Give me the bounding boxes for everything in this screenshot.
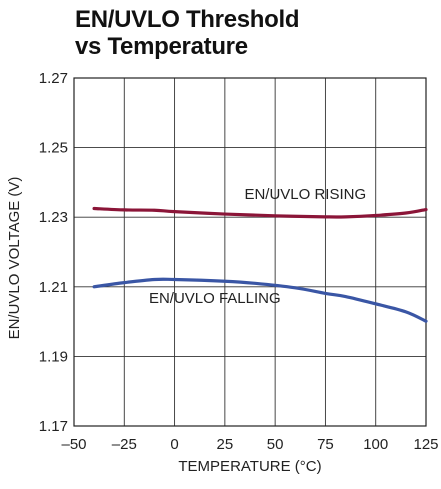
x-tick-label: –50: [61, 436, 86, 453]
x-tick-label: 100: [363, 436, 388, 453]
series-line-en-uvlo-falling: [92, 277, 428, 323]
annotations: EN/UVLO RISING EN/UVLO FALLING: [149, 186, 366, 307]
y-tick-labels: 1.17 1.19 1.21 1.23 1.25 1.27: [39, 70, 68, 435]
x-tick-label: 50: [267, 436, 284, 453]
x-tick-label: 0: [170, 436, 178, 453]
gridlines: [74, 78, 426, 426]
y-tick-label: 1.27: [39, 70, 68, 87]
y-tick-label: 1.21: [39, 279, 68, 296]
y-tick-label: 1.23: [39, 209, 68, 226]
chart-title-line-2: vs Temperature: [75, 33, 248, 60]
chart-title-line-1: EN/UVLO Threshold: [75, 6, 300, 33]
plot-frame: [73, 77, 427, 427]
y-tick-label: 1.17: [39, 418, 68, 435]
series-annotation: EN/UVLO RISING: [244, 186, 366, 203]
x-tick-label: 75: [317, 436, 334, 453]
y-tick-label: 1.25: [39, 140, 68, 157]
x-tick-label: 125: [413, 436, 438, 453]
y-tick-label: 1.19: [39, 348, 68, 365]
chart-title: EN/UVLO Threshold vs Temperature: [75, 6, 300, 60]
x-tick-label: –25: [112, 436, 137, 453]
series-line-en-uvlo-rising: [92, 206, 428, 219]
x-tick-label: 25: [217, 436, 234, 453]
series-annotation: EN/UVLO FALLING: [149, 290, 281, 307]
series-layer: [92, 206, 428, 323]
y-axis-title: EN/UVLO VOLTAGE (V): [6, 177, 23, 340]
x-tick-labels: –50 –25 0 25 50 75 100 125: [61, 436, 438, 453]
x-axis-title: TEMPERATURE (°C): [178, 458, 321, 475]
